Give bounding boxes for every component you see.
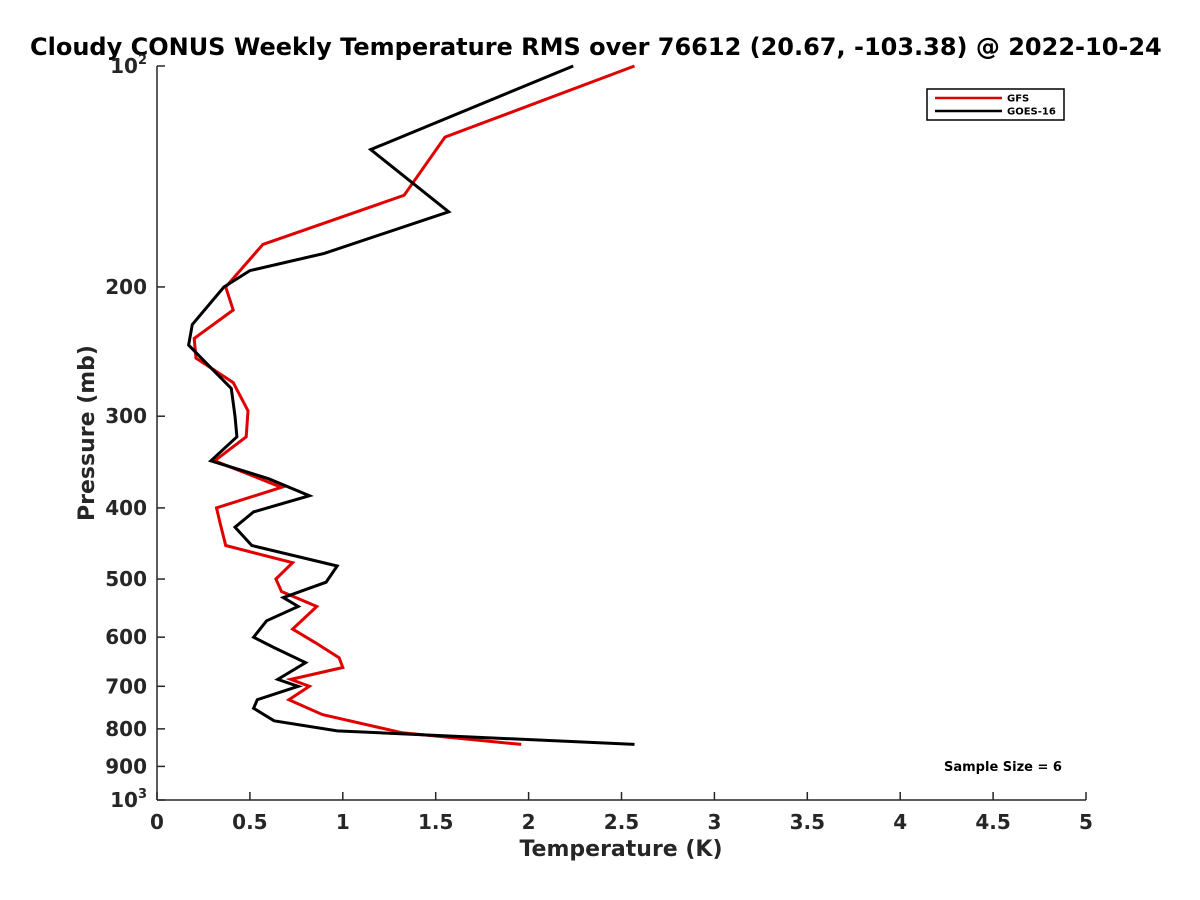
- x-axis-ticks: 0 0.5 1 1.5 2 2.5 3 3.5 4 4.5 5: [150, 792, 1093, 834]
- x-tick-label: 0: [150, 810, 164, 834]
- y-axis-label: Pressure (mb): [75, 345, 100, 521]
- y-tick-label: 600: [105, 625, 147, 649]
- y-tick-label: 900: [105, 754, 147, 778]
- x-tick-label: 2.5: [604, 810, 639, 834]
- sample-size-annotation: Sample Size = 6: [944, 760, 1062, 775]
- x-tick-label: 3: [707, 810, 721, 834]
- legend-label-goes-16: GOES-16: [1007, 107, 1056, 118]
- y-tick-label: 103: [110, 787, 147, 812]
- y-tick-label: 500: [105, 567, 147, 591]
- legend-box: [926, 88, 1065, 121]
- x-tick-label: 2: [522, 810, 536, 834]
- y-axis-ticks: 102 200 300 400 500 600 700 800 900 103: [105, 53, 165, 812]
- x-tick-label: 4.5: [975, 810, 1010, 834]
- x-tick-label: 4: [893, 810, 907, 834]
- y-tick-label: 700: [105, 674, 147, 698]
- series-line-gfs: [192, 64, 636, 746]
- x-axis-label: Temperature (K): [519, 837, 722, 862]
- legend: GFS GOES-16: [926, 88, 1065, 121]
- chart-title: Cloudy CONUS Weekly Temperature RMS over…: [30, 33, 1162, 61]
- x-tick-label: 5: [1079, 810, 1093, 834]
- x-tick-label: 1: [336, 810, 350, 834]
- y-tick-label: 200: [105, 275, 147, 299]
- y-tick-label: 300: [105, 404, 147, 428]
- y-tick-label: 102: [110, 53, 147, 78]
- x-tick-label: 1.5: [418, 810, 453, 834]
- x-tick-label: 3.5: [790, 810, 825, 834]
- series-line-goes-16: [186, 64, 635, 746]
- legend-label-gfs: GFS: [1007, 94, 1029, 105]
- x-tick-label: 0.5: [232, 810, 267, 834]
- y-tick-label: 800: [105, 717, 147, 741]
- series-layer: [186, 64, 636, 746]
- y-tick-label: 400: [105, 496, 147, 520]
